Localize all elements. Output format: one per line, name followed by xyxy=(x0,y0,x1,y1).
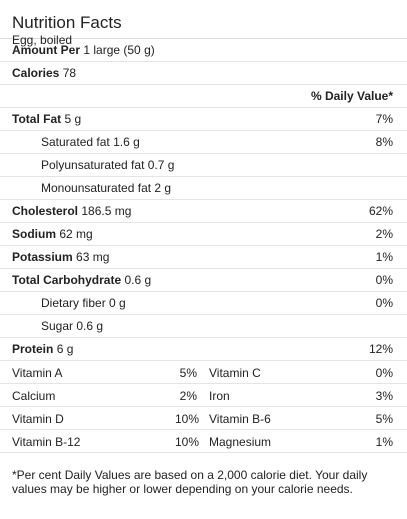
nutrient-label: Sugar xyxy=(41,319,74,333)
nutrient-row-total-fat: Total Fat 5 g 7% xyxy=(0,108,407,131)
nutrient-row-dietary-fiber: Dietary fiber 0 g 0% xyxy=(0,292,407,315)
nutrient-pct: 1% xyxy=(375,250,393,264)
nutrient-label: Sodium xyxy=(12,227,56,241)
nutrient-amount: 0 g xyxy=(109,296,126,310)
nutrient-amount: 1.6 g xyxy=(113,135,140,149)
nutrient-label: Total Fat xyxy=(12,112,62,126)
nutrient-pct: 8% xyxy=(375,135,393,149)
nutrient-row-polyunsaturated-fat: Polyunsaturated fat 0.7 g xyxy=(0,154,407,177)
nutrient-amount: 6 g xyxy=(56,342,74,356)
vitamin-name: Vitamin B-6 xyxy=(209,412,271,426)
nutrient-label: Protein xyxy=(12,342,54,356)
nutrient-row-monounsaturated-fat: Monounsaturated fat 2 g xyxy=(0,177,407,200)
nutrition-table: Amount Per 1 large (50 g) Calories 78 % … xyxy=(0,38,407,453)
nutrient-row-protein: Protein 6 g 12% xyxy=(0,338,407,361)
nutrient-row-potassium: Potassium 63 mg 1% xyxy=(0,246,407,269)
nutrient-amount: 0.6 g xyxy=(124,273,152,287)
nutrient-label: Potassium xyxy=(12,250,73,264)
nutrient-amount: 62 mg xyxy=(59,227,93,241)
vitamin-pct: 1% xyxy=(375,435,393,449)
vitamin-name: Magnesium xyxy=(209,435,272,449)
nutrient-label: Dietary fiber xyxy=(41,296,106,310)
nutrient-pct: 0% xyxy=(375,273,393,287)
nutrient-row-saturated-fat: Saturated fat 1.6 g 8% xyxy=(0,131,407,154)
vitamin-name: Calcium xyxy=(12,389,56,403)
nutrient-pct: 2% xyxy=(375,227,393,241)
vitamin-pct: 2% xyxy=(179,389,197,403)
serving-size: 1 large (50 g) xyxy=(83,43,155,57)
nutrient-row-cholesterol: Cholesterol 186.5 mg 62% xyxy=(0,200,407,223)
daily-value-heading: % Daily Value* xyxy=(0,85,407,108)
vitamin-row: Vitamin A 5% Vitamin C 0% xyxy=(0,361,407,384)
vitamin-name: Iron xyxy=(209,389,230,403)
nutrient-amount: 63 mg xyxy=(76,250,110,264)
vitamin-name: Vitamin C xyxy=(209,366,261,380)
calories-value: 78 xyxy=(62,66,77,80)
nutrient-label: Monounsaturated fat xyxy=(41,181,152,195)
nutrient-row-sodium: Sodium 62 mg 2% xyxy=(0,223,407,246)
food-name: Egg, boiled xyxy=(12,33,73,47)
vitamin-pct: 10% xyxy=(175,435,200,449)
vitamin-pct: 5% xyxy=(179,366,197,380)
nutrient-amount: 0.6 g xyxy=(76,319,104,333)
vitamin-name: Vitamin D xyxy=(12,412,64,426)
nutrient-row-total-carbohydrate: Total Carbohydrate 0.6 g 0% xyxy=(0,269,407,292)
nutrient-amount: 186.5 mg xyxy=(81,204,132,218)
nutrient-amount: 2 g xyxy=(154,181,172,195)
page-title: Nutrition Facts xyxy=(12,13,122,32)
nutrient-pct: 12% xyxy=(368,342,393,356)
nutrient-label: Total Carbohydrate xyxy=(12,273,122,287)
vitamin-name: Vitamin B-12 xyxy=(12,435,81,449)
vitamin-pct: 3% xyxy=(375,389,393,403)
nutrient-label: Cholesterol xyxy=(12,204,79,218)
calories-row: Calories 78 xyxy=(0,62,407,85)
vitamin-pct: 0% xyxy=(375,366,393,380)
nutrient-pct: 62% xyxy=(368,204,393,218)
vitamin-name: Vitamin A xyxy=(12,366,63,380)
vitamin-pct: 10% xyxy=(175,412,200,426)
nutrient-pct: 7% xyxy=(375,112,393,126)
vitamin-row: Vitamin B-12 10% Magnesium 1% xyxy=(0,430,407,453)
nutrient-label: Polyunsaturated fat xyxy=(41,158,145,172)
calories-label: Calories xyxy=(12,66,60,80)
nutrient-amount: 5 g xyxy=(64,112,82,126)
vitamin-row: Calcium 2% Iron 3% xyxy=(0,384,407,407)
nutrient-pct: 0% xyxy=(375,296,393,310)
nutrient-row-sugar: Sugar 0.6 g xyxy=(0,315,407,338)
nutrient-label: Saturated fat xyxy=(41,135,110,149)
nutrition-header: Nutrition Facts Egg, boiled xyxy=(0,0,407,48)
vitamin-pct: 5% xyxy=(375,412,393,426)
nutrient-amount: 0.7 g xyxy=(147,158,175,172)
amount-per-row: Amount Per 1 large (50 g) xyxy=(0,39,407,62)
daily-value-footnote: *Per cent Daily Values are based on a 2,… xyxy=(12,468,368,496)
vitamin-row: Vitamin D 10% Vitamin B-6 5% xyxy=(0,407,407,430)
amount-per-label: Amount Per xyxy=(12,43,81,57)
